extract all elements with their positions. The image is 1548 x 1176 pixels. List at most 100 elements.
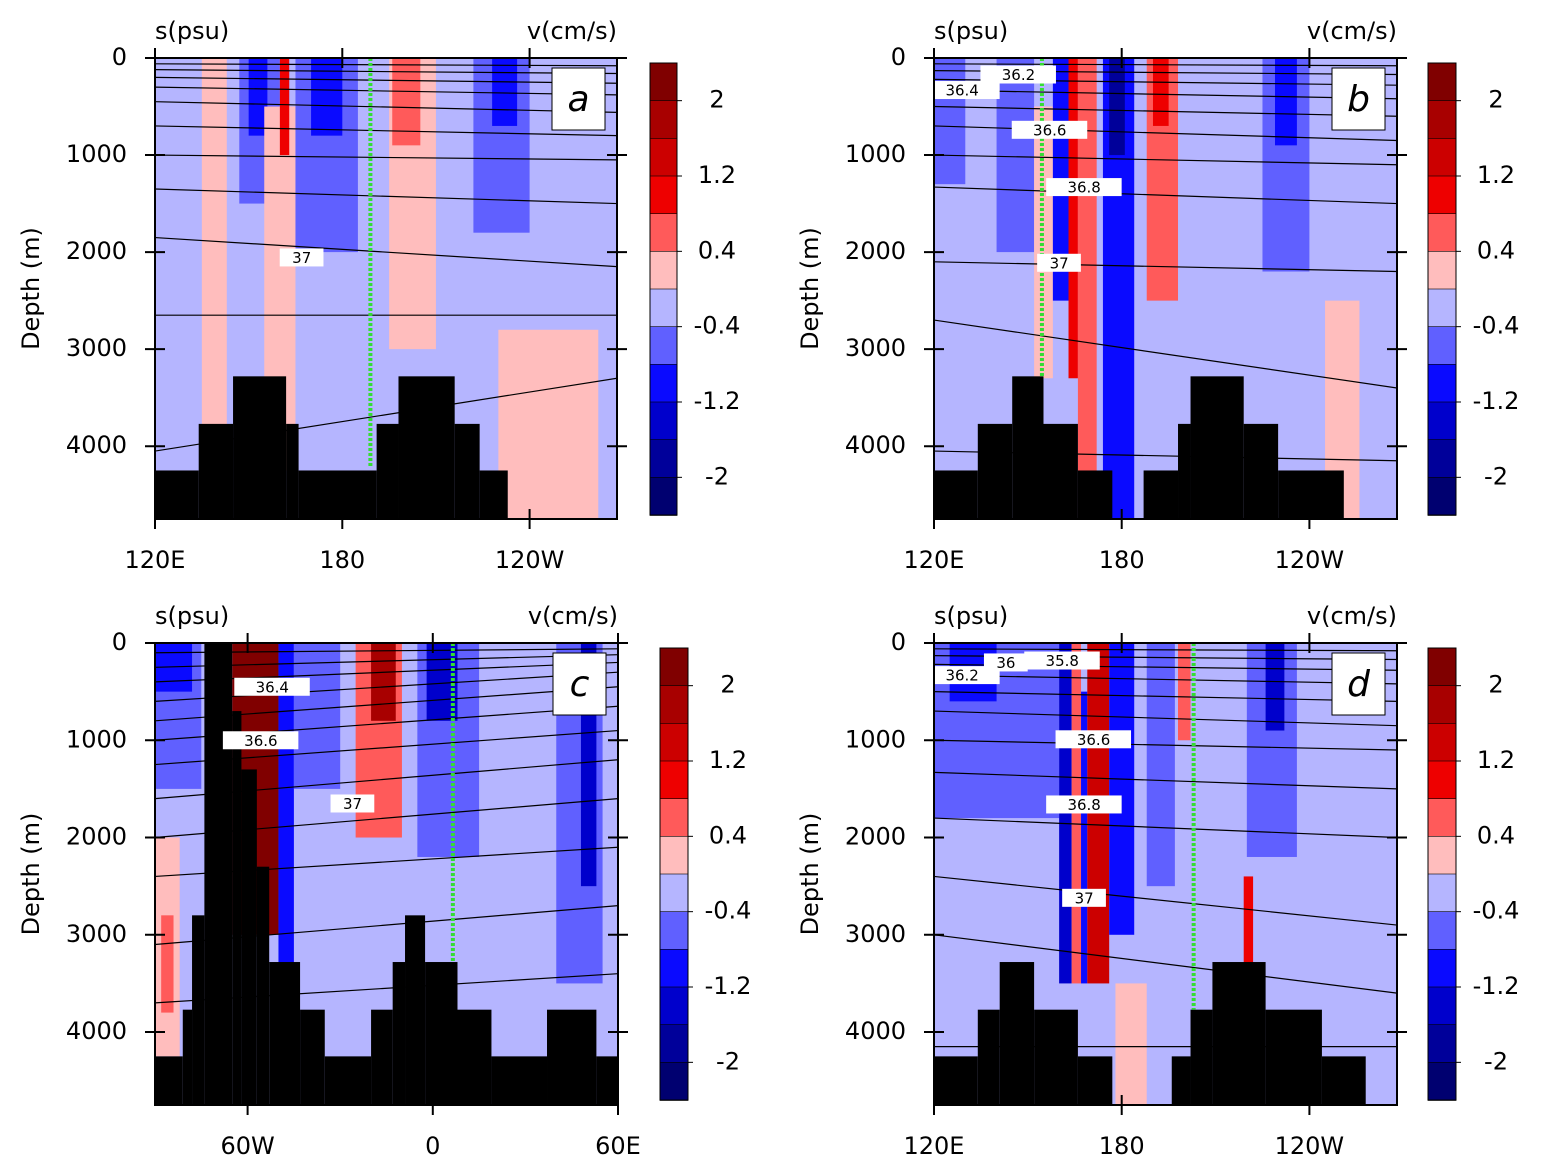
x-tick-label: 120E xyxy=(904,546,965,574)
bathymetry xyxy=(204,643,233,1105)
x-tick-label: 120W xyxy=(1275,546,1345,574)
bathymetry xyxy=(269,962,301,1105)
bathymetry xyxy=(1171,1056,1191,1105)
contour-label-box xyxy=(279,248,324,267)
velocity-cell xyxy=(248,58,268,136)
bathymetry xyxy=(1265,1009,1322,1105)
colorbar-box xyxy=(659,873,689,913)
velocity-cell xyxy=(492,58,518,126)
bathymetry xyxy=(1012,376,1044,519)
isohaline xyxy=(934,154,1397,166)
isohaline xyxy=(155,154,617,161)
bathymetry xyxy=(198,423,234,519)
contour-label-box xyxy=(1055,730,1132,749)
x-tick-label: 0 xyxy=(425,1132,440,1160)
colorbar-tick-label: 0.4 xyxy=(698,236,736,264)
contour-label-box xyxy=(1046,178,1122,197)
contour-label-box xyxy=(934,666,1000,685)
x-tick-label: 120E xyxy=(904,1132,965,1160)
isohaline xyxy=(934,875,1397,926)
colorbar-box xyxy=(1427,213,1457,253)
y-tick-label: 1000 xyxy=(845,725,906,753)
velocity-cell xyxy=(1243,876,1254,1003)
colorbar-tick-label: 1.2 xyxy=(1477,746,1515,774)
contour-label: 35.8 xyxy=(1046,652,1079,670)
isohaline xyxy=(155,125,617,137)
velocity-cell xyxy=(498,329,599,519)
colorbar-box xyxy=(1427,873,1457,913)
colorbar-box xyxy=(659,949,689,988)
left-title: s(psu) xyxy=(934,602,1008,630)
velocity-cell xyxy=(1081,691,1088,984)
contour-label: 36.6 xyxy=(244,732,277,750)
colorbar-tick-label: 1.2 xyxy=(698,161,736,189)
colorbar-frame xyxy=(1427,647,1457,1101)
bathymetry xyxy=(999,962,1035,1105)
contour-label-box xyxy=(1062,888,1106,907)
x-tick-label: 60W xyxy=(220,1132,274,1160)
velocity-cell xyxy=(201,58,227,471)
velocity-cell xyxy=(311,58,343,136)
contour-label-box xyxy=(1037,253,1081,272)
colorbar-box xyxy=(1427,175,1457,215)
bathymetry xyxy=(977,423,1013,519)
y-tick-label: 3000 xyxy=(845,334,906,362)
colorbar-box xyxy=(649,100,678,140)
colorbar-tick-label: -0.4 xyxy=(1473,312,1520,340)
bathymetry xyxy=(454,423,480,519)
bathymetry xyxy=(491,1056,548,1105)
isohaline xyxy=(934,739,1397,751)
velocity-cell xyxy=(1109,643,1135,935)
colorbar-tick-label: 2 xyxy=(1488,86,1503,114)
colorbar-box xyxy=(649,213,678,253)
isohaline xyxy=(934,261,1397,273)
y-axis-label: Depth (m) xyxy=(796,227,824,350)
velocity-cell xyxy=(1077,58,1097,519)
isohaline xyxy=(934,771,1397,790)
colorbar-tick-label: -2 xyxy=(1484,462,1508,490)
velocity-cell xyxy=(996,58,1035,253)
velocity-cell xyxy=(1146,643,1175,887)
colorbar-box xyxy=(649,138,678,177)
contour-label: 36 xyxy=(996,654,1015,672)
panel: 36.4 36.2 36.6 36.8 37 0 1000 2000 3000 4000 120E 1… xyxy=(796,17,1519,574)
colorbar-box xyxy=(659,685,689,725)
colorbar-tick-label: -1.2 xyxy=(1473,972,1520,1000)
colorbar-frame xyxy=(659,647,689,1101)
colorbar-tick-label: -2 xyxy=(1484,1047,1508,1075)
colorbar-tick-label: -1.2 xyxy=(1473,387,1520,415)
colorbar-box xyxy=(649,477,678,516)
velocity-cell xyxy=(161,915,174,1013)
colorbar-box xyxy=(1427,986,1457,1026)
contour-label: 36.6 xyxy=(1077,731,1110,749)
plot-area: 36.4 36.2 36.6 36.8 37 xyxy=(934,58,1397,519)
contour-label-box xyxy=(330,794,375,813)
bathymetry xyxy=(547,1009,597,1105)
colorbar-box xyxy=(649,288,678,328)
contour-label: 36.4 xyxy=(256,678,289,696)
bathymetry xyxy=(1077,470,1113,519)
contour-label: 36.4 xyxy=(945,82,978,100)
contour-label-box xyxy=(1046,795,1122,814)
x-tick-label: 120W xyxy=(495,546,565,574)
bathymetry xyxy=(934,470,978,519)
colorbar-tick-label: 0.4 xyxy=(709,821,747,849)
bathymetry xyxy=(1321,1056,1366,1105)
colorbar-tick-label: 2 xyxy=(720,671,735,699)
colorbar-box xyxy=(659,723,689,762)
panel-letter-box xyxy=(551,67,606,131)
contour-label-box xyxy=(234,677,310,696)
contour-label: 37 xyxy=(292,249,311,267)
colorbar-box xyxy=(649,251,678,290)
bathymetry xyxy=(596,1056,618,1105)
colorbar-box xyxy=(659,911,689,951)
isohaline xyxy=(934,186,1397,205)
y-tick-label: 1000 xyxy=(66,725,127,753)
bathymetry xyxy=(182,1009,193,1105)
contour-label: 37 xyxy=(1075,889,1094,907)
y-tick-label: 0 xyxy=(112,43,127,71)
colorbar-tick-label: -0.4 xyxy=(705,897,752,925)
colorbar-tick-label: -0.4 xyxy=(1473,897,1520,925)
bathymetry xyxy=(1212,962,1266,1105)
bathymetry xyxy=(1278,470,1344,519)
